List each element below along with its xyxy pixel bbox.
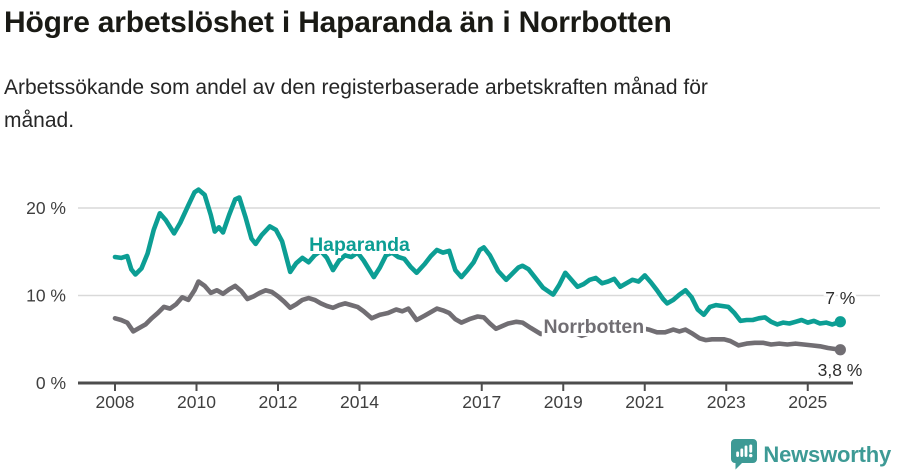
y-tick-label: 20 % (26, 198, 66, 218)
x-tick-label: 2025 (788, 392, 827, 412)
chart-header: Högre arbetslöshet i Haparanda än i Norr… (4, 6, 864, 137)
x-tick-label: 2012 (259, 392, 298, 412)
x-tick-label: 2023 (707, 392, 746, 412)
x-tick-label: 2017 (462, 392, 501, 412)
norrbotten-end-dot (834, 344, 846, 356)
page-title: Högre arbetslöshet i Haparanda än i Norr… (4, 6, 672, 39)
haparanda-series-label: Haparanda (309, 234, 410, 256)
norrbotten-end-value-label: 3,8 % (818, 360, 863, 380)
chart-subtitle: Arbetssökande som andel av den registerb… (4, 71, 864, 137)
haparanda-end-value-label: 7 % (825, 288, 855, 308)
x-tick-label: 2008 (96, 392, 135, 412)
haparanda-line (112, 187, 843, 327)
x-tick-label: 2019 (544, 392, 583, 412)
subtitle-line-1: Arbetssökande som andel av den registerb… (4, 76, 708, 99)
norrbotten-line (112, 279, 843, 353)
x-tick-label: 2014 (340, 392, 379, 412)
x-tick-label: 2021 (625, 392, 664, 412)
newsworthy-logo-icon (731, 439, 758, 470)
haparanda-end-dot (834, 316, 846, 328)
y-tick-label: 0 % (36, 373, 66, 393)
y-tick-label: 10 % (26, 286, 66, 306)
x-tick-label: 2010 (177, 392, 216, 412)
unemployment-line-chart: 2008 2010 2012 2014 2017 2019 2021 2023 2025 0 % 1… (26, 187, 880, 412)
brand-name: Newsworthy (763, 441, 891, 467)
newsworthy-brand: Newsworthy (731, 439, 891, 470)
norrbotten-series-label: Norrbotten (543, 316, 644, 338)
subtitle-line-2: månad. (4, 109, 75, 132)
